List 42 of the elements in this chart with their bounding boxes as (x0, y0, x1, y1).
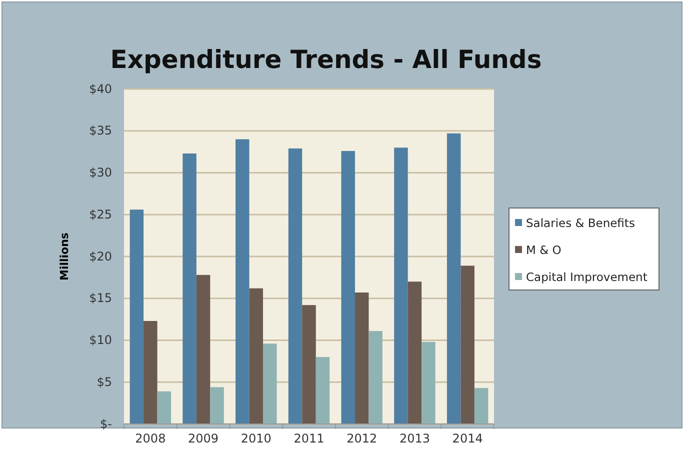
bar (368, 331, 382, 424)
legend-label: M & O (526, 243, 562, 257)
bar (196, 274, 210, 424)
x-tick-label: 2013 (399, 432, 430, 446)
x-tick-label: 2012 (346, 432, 378, 446)
x-tick-label: 2009 (188, 432, 219, 446)
bar (474, 388, 488, 424)
bar (446, 133, 461, 424)
y-tick-label: $20 (89, 249, 112, 264)
y-tick-label: $5 (96, 374, 112, 389)
bar (288, 148, 302, 424)
bar (408, 282, 422, 424)
bar (263, 344, 277, 424)
y-tick-label: $40 (89, 82, 112, 96)
bar (249, 288, 264, 424)
y-tick-label: $25 (89, 207, 112, 222)
legend-label: Capital Improvement (526, 270, 648, 284)
bar (316, 357, 330, 424)
y-tick-label: $35 (89, 124, 112, 138)
y-tick-label: $- (100, 416, 112, 431)
y-axis-title: Millions (58, 232, 71, 280)
x-tick-label: 2010 (240, 432, 272, 446)
x-tick-label: 2011 (294, 432, 324, 446)
legend-label: Salaries & Benefits (526, 216, 635, 230)
bar (157, 391, 172, 424)
y-tick-label: $30 (89, 166, 112, 180)
x-tick-label: 2014 (452, 432, 483, 446)
x-tick-label: 2008 (135, 432, 166, 446)
bar (210, 387, 224, 424)
bar (302, 305, 316, 424)
y-tick-label: $15 (89, 291, 112, 306)
y-tick-label: $10 (89, 333, 112, 348)
bar (182, 153, 196, 424)
chart-title: Expenditure Trends - All Funds (110, 45, 542, 74)
bar (341, 150, 355, 424)
bar (130, 210, 144, 424)
bar (236, 139, 250, 424)
bar (144, 320, 158, 424)
bar (422, 342, 436, 424)
bar (394, 148, 408, 424)
bar (460, 266, 474, 424)
bar (354, 292, 369, 424)
